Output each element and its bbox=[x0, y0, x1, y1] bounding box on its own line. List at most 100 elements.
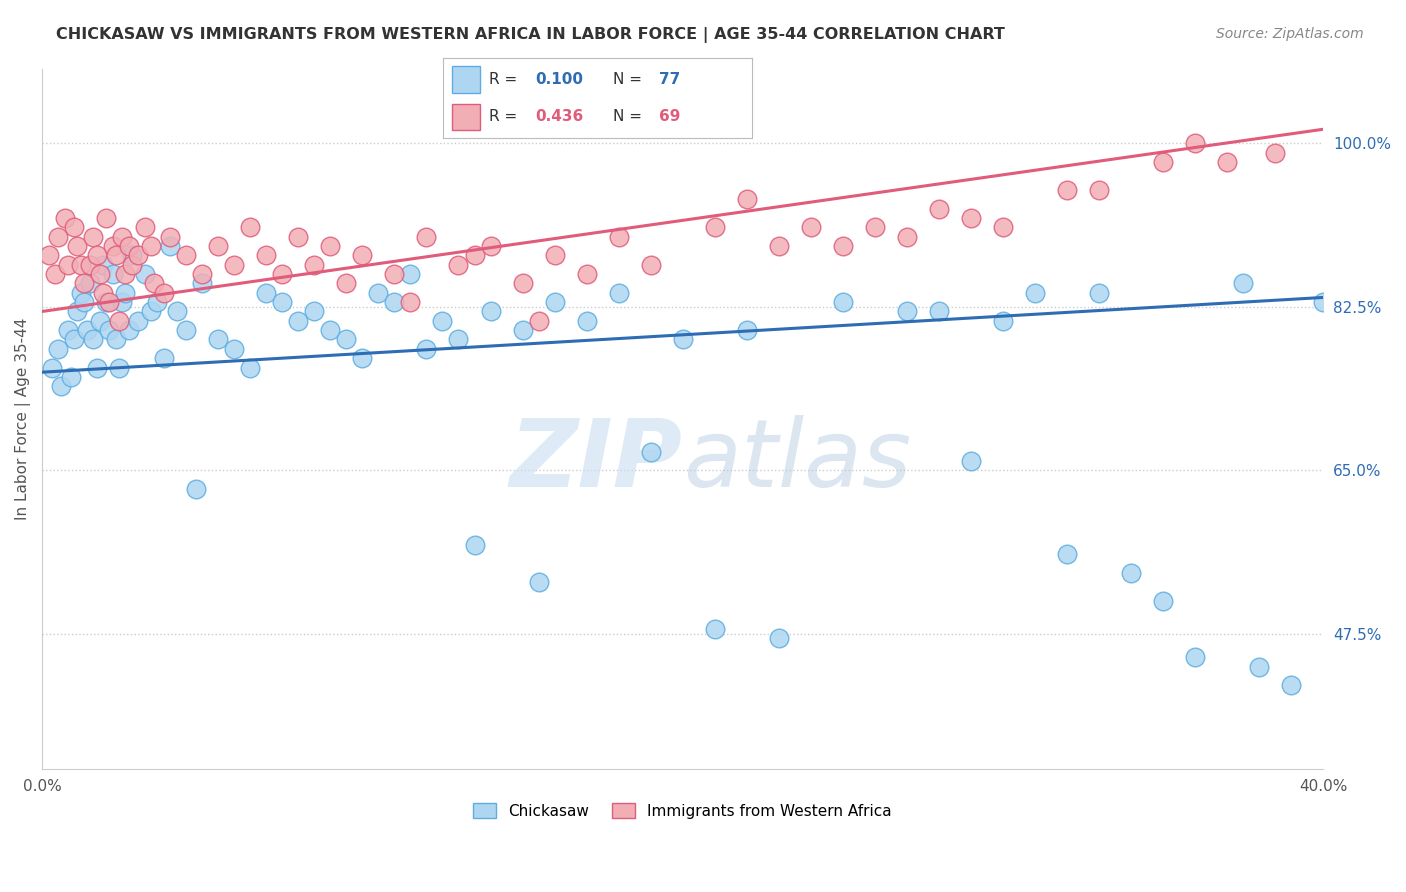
Point bbox=[104, 333, 127, 347]
Point bbox=[254, 248, 277, 262]
Point bbox=[352, 248, 374, 262]
Point bbox=[174, 323, 197, 337]
Point bbox=[1088, 285, 1111, 300]
Point bbox=[768, 239, 790, 253]
Point bbox=[159, 229, 181, 244]
Point bbox=[800, 220, 823, 235]
Point bbox=[479, 304, 502, 318]
Text: N =: N = bbox=[613, 72, 647, 87]
Point bbox=[352, 351, 374, 366]
Bar bbox=[453, 103, 479, 130]
Point bbox=[121, 258, 143, 272]
Text: R =: R = bbox=[489, 109, 523, 124]
Point bbox=[56, 258, 79, 272]
Point bbox=[111, 229, 134, 244]
Point bbox=[960, 454, 983, 468]
Point bbox=[1184, 650, 1206, 665]
Point bbox=[139, 304, 162, 318]
Point bbox=[166, 304, 188, 318]
Point bbox=[672, 333, 695, 347]
Point bbox=[98, 323, 121, 337]
Point bbox=[174, 248, 197, 262]
Point bbox=[89, 267, 111, 281]
Point bbox=[98, 295, 121, 310]
Point bbox=[76, 323, 98, 337]
Point bbox=[1152, 594, 1174, 608]
Point bbox=[1249, 659, 1271, 673]
Text: 0.100: 0.100 bbox=[536, 72, 583, 87]
Point bbox=[1056, 548, 1078, 562]
Point bbox=[304, 258, 326, 272]
Point bbox=[89, 314, 111, 328]
Point bbox=[153, 285, 176, 300]
Point bbox=[319, 239, 342, 253]
Point bbox=[114, 267, 136, 281]
Point bbox=[127, 314, 149, 328]
Y-axis label: In Labor Force | Age 35-44: In Labor Force | Age 35-44 bbox=[15, 318, 31, 520]
Point bbox=[104, 248, 127, 262]
Point bbox=[134, 220, 156, 235]
Point bbox=[66, 304, 89, 318]
Point bbox=[512, 323, 534, 337]
Point bbox=[159, 239, 181, 253]
Point bbox=[66, 239, 89, 253]
Point bbox=[960, 211, 983, 225]
Point bbox=[479, 239, 502, 253]
Point bbox=[575, 314, 598, 328]
Point bbox=[82, 333, 104, 347]
Point bbox=[271, 267, 294, 281]
Point bbox=[768, 632, 790, 646]
Point bbox=[607, 285, 630, 300]
Point bbox=[287, 229, 309, 244]
Point bbox=[224, 258, 246, 272]
Point bbox=[527, 314, 550, 328]
Text: atlas: atlas bbox=[683, 416, 911, 507]
Point bbox=[73, 295, 96, 310]
Point bbox=[271, 295, 294, 310]
Point bbox=[527, 575, 550, 590]
Point bbox=[543, 248, 565, 262]
Point bbox=[44, 267, 66, 281]
Point bbox=[335, 277, 357, 291]
Point bbox=[101, 239, 124, 253]
Text: 69: 69 bbox=[659, 109, 681, 124]
Point bbox=[447, 333, 470, 347]
Point bbox=[38, 248, 60, 262]
Text: R =: R = bbox=[489, 72, 523, 87]
Point bbox=[928, 304, 950, 318]
Point bbox=[111, 295, 134, 310]
Point bbox=[153, 351, 176, 366]
Point bbox=[121, 248, 143, 262]
Text: Source: ZipAtlas.com: Source: ZipAtlas.com bbox=[1216, 27, 1364, 41]
Point bbox=[46, 342, 69, 356]
Text: 77: 77 bbox=[659, 72, 681, 87]
Point bbox=[239, 220, 262, 235]
Point bbox=[56, 323, 79, 337]
Point bbox=[640, 444, 662, 458]
Point bbox=[287, 314, 309, 328]
Point bbox=[991, 314, 1014, 328]
Point bbox=[117, 323, 139, 337]
Point bbox=[146, 295, 169, 310]
Point bbox=[415, 229, 437, 244]
Point bbox=[139, 239, 162, 253]
Point bbox=[63, 333, 86, 347]
Point bbox=[96, 211, 118, 225]
Bar bbox=[453, 66, 479, 93]
Point bbox=[415, 342, 437, 356]
Point bbox=[108, 314, 131, 328]
Point bbox=[69, 285, 91, 300]
Point bbox=[831, 239, 853, 253]
Point bbox=[1264, 145, 1286, 160]
Point bbox=[928, 202, 950, 216]
Point bbox=[703, 220, 725, 235]
Point bbox=[896, 304, 918, 318]
Point bbox=[239, 360, 262, 375]
Point bbox=[91, 285, 114, 300]
Point bbox=[735, 192, 758, 206]
Point bbox=[1088, 183, 1111, 197]
Point bbox=[399, 295, 422, 310]
Point bbox=[1024, 285, 1046, 300]
Point bbox=[224, 342, 246, 356]
Point bbox=[86, 360, 108, 375]
